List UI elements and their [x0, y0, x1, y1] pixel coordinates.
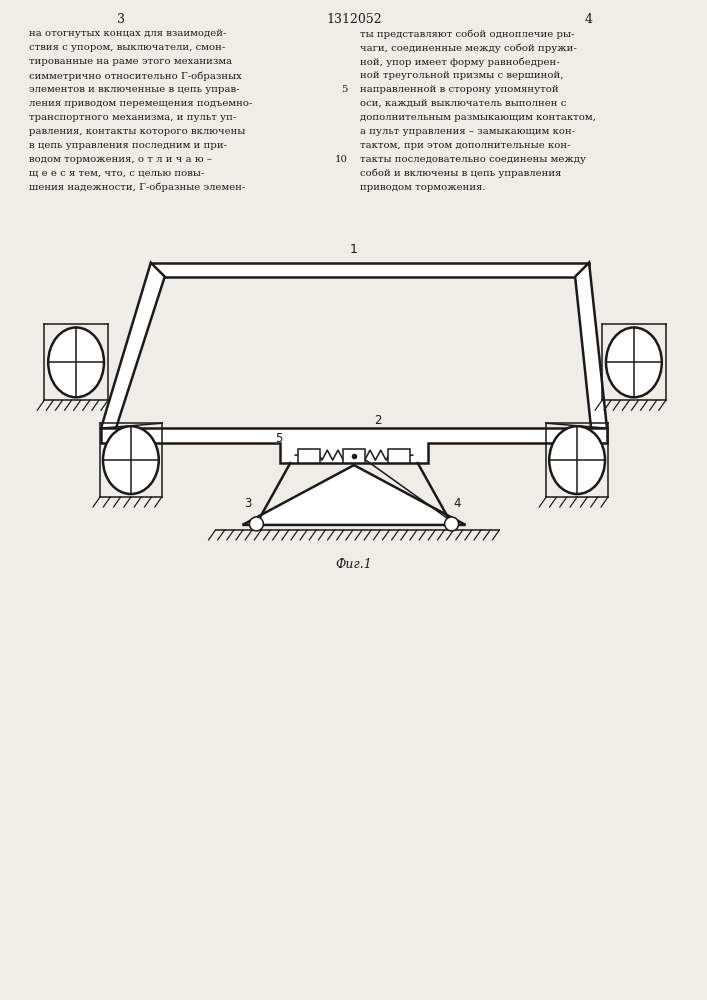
Text: приводом торможения.: приводом торможения.	[360, 183, 486, 192]
Text: 1: 1	[350, 243, 358, 256]
Polygon shape	[101, 263, 165, 428]
Text: шения надежности, Г-образные элемен-: шения надежности, Г-образные элемен-	[29, 183, 245, 192]
Bar	[343, 449, 365, 463]
Ellipse shape	[606, 327, 662, 397]
Text: 3: 3	[244, 497, 252, 510]
Text: Фиг.1: Фиг.1	[336, 558, 373, 571]
Text: ты представляют собой одноплечие ры-: ты представляют собой одноплечие ры-	[360, 29, 574, 39]
Circle shape	[445, 517, 459, 531]
Text: 5: 5	[275, 432, 282, 445]
Bar	[298, 449, 320, 463]
Text: направленной в сторону упомянутой: направленной в сторону упомянутой	[360, 85, 559, 94]
Text: такты последовательно соединены между: такты последовательно соединены между	[360, 155, 586, 164]
Text: водом торможения, о т л и ч а ю –: водом торможения, о т л и ч а ю –	[29, 155, 212, 164]
Text: ствия с упором, выключатели, смон-: ствия с упором, выключатели, смон-	[29, 43, 226, 52]
Text: 2: 2	[374, 414, 381, 427]
Text: 4: 4	[585, 13, 593, 26]
Text: равления, контакты которого включены: равления, контакты которого включены	[29, 127, 245, 136]
Text: а пульт управления – замыкающим кон-: а пульт управления – замыкающим кон-	[360, 127, 575, 136]
Circle shape	[250, 517, 263, 531]
Polygon shape	[243, 465, 465, 525]
Text: ления приводом перемещения подъемно-: ления приводом перемещения подъемно-	[29, 99, 252, 108]
Bar	[388, 449, 410, 463]
Text: элементов и включенные в цепь управ-: элементов и включенные в цепь управ-	[29, 85, 240, 94]
Text: на отогнутых концах для взаимодей-: на отогнутых концах для взаимодей-	[29, 29, 227, 38]
Text: симметрично относительно Г-образных: симметрично относительно Г-образных	[29, 71, 243, 81]
Text: щ е е с я тем, что, с целью повы-: щ е е с я тем, что, с целью повы-	[29, 169, 204, 178]
Text: тактом, при этом дополнительные кон-: тактом, при этом дополнительные кон-	[360, 141, 571, 150]
Text: ной треугольной призмы с вершиной,: ной треугольной призмы с вершиной,	[360, 71, 563, 80]
Text: ной, упор имеет форму равнобедрен-: ной, упор имеет форму равнобедрен-	[360, 57, 560, 67]
Text: 5: 5	[341, 85, 348, 94]
Ellipse shape	[549, 426, 605, 494]
Text: оси, каждый выключатель выполнен с: оси, каждый выключатель выполнен с	[360, 99, 566, 108]
Polygon shape	[575, 263, 607, 428]
Text: 1312052: 1312052	[326, 13, 382, 26]
Text: 10: 10	[335, 155, 348, 164]
Text: собой и включены в цепь управления: собой и включены в цепь управления	[360, 169, 561, 178]
Polygon shape	[101, 428, 607, 463]
Text: чаги, соединенные между собой пружи-: чаги, соединенные между собой пружи-	[360, 43, 577, 53]
Polygon shape	[151, 263, 589, 277]
Text: в цепь управления последним и при-: в цепь управления последним и при-	[29, 141, 227, 150]
Text: транспортного механизма, и пульт уп-: транспортного механизма, и пульт уп-	[29, 113, 237, 122]
Ellipse shape	[103, 426, 159, 494]
Text: дополнительным размыкающим контактом,: дополнительным размыкающим контактом,	[360, 113, 596, 122]
Text: тированные на раме этого механизма: тированные на раме этого механизма	[29, 57, 233, 66]
Text: 3: 3	[117, 13, 125, 26]
Text: 4: 4	[454, 497, 461, 510]
Ellipse shape	[48, 327, 104, 397]
